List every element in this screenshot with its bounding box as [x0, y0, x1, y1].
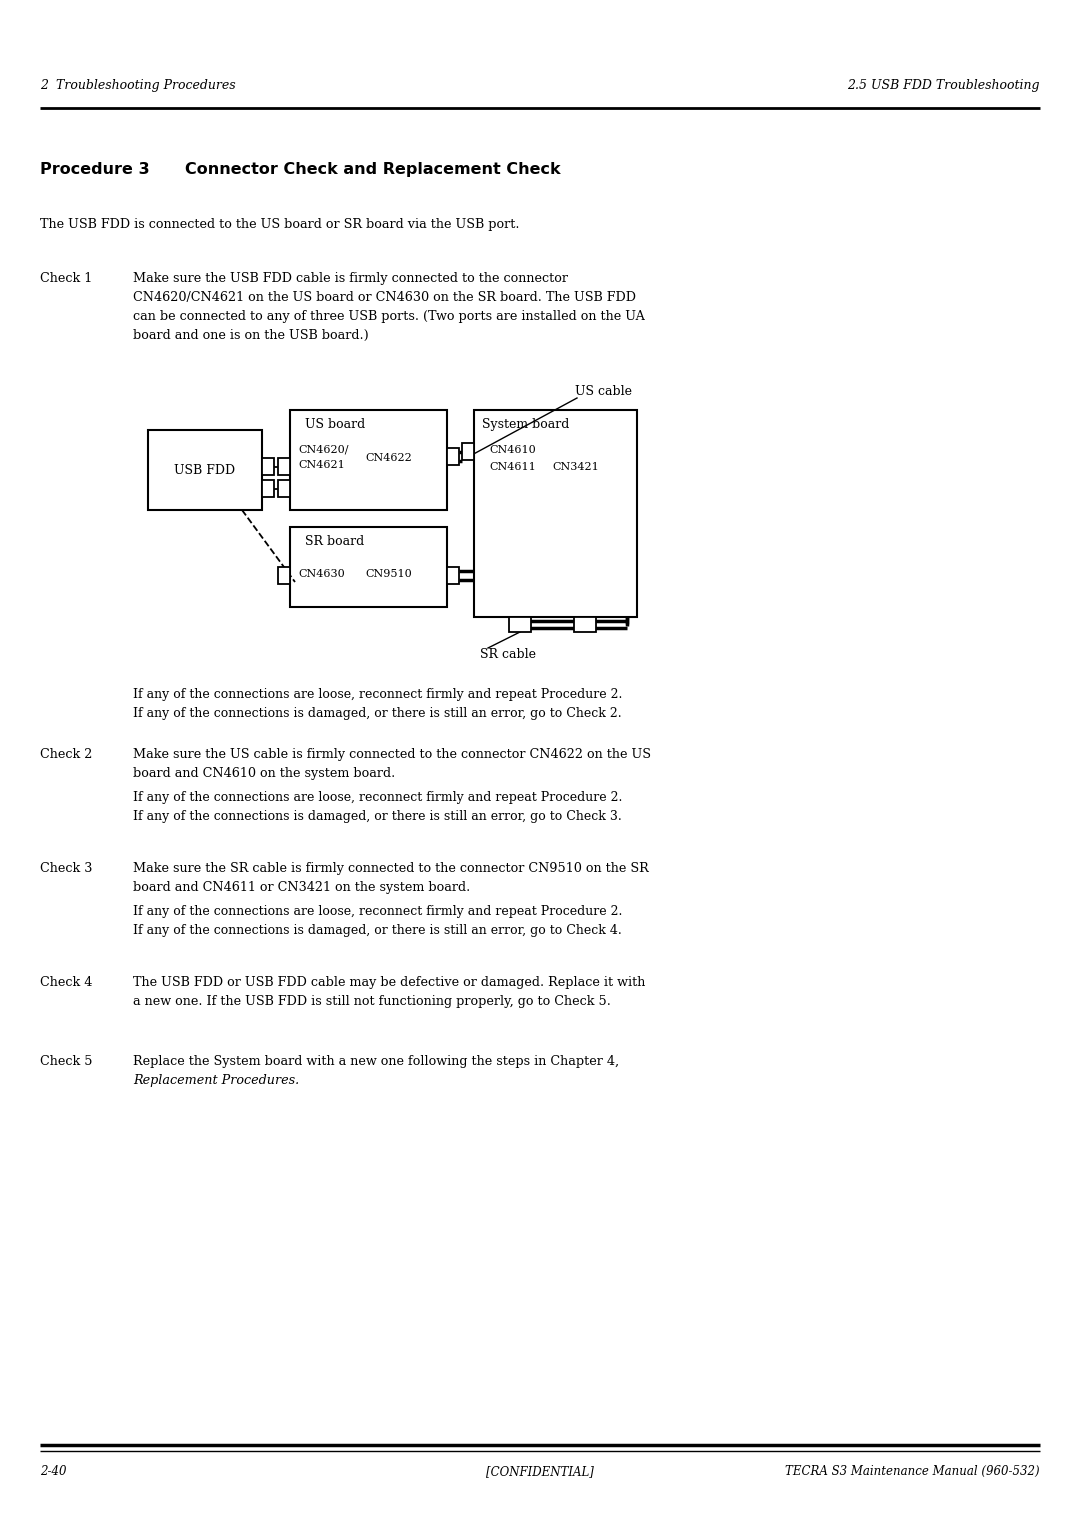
- Text: The USB FDD or USB FDD cable may be defective or damaged. Replace it with: The USB FDD or USB FDD cable may be defe…: [133, 976, 646, 989]
- Text: board and one is on the USB board.): board and one is on the USB board.): [133, 329, 368, 342]
- Text: 2  Troubleshooting Procedures: 2 Troubleshooting Procedures: [40, 79, 235, 92]
- Text: CN4630: CN4630: [298, 568, 345, 579]
- Text: Check 2: Check 2: [40, 749, 93, 761]
- Text: US cable: US cable: [575, 385, 632, 397]
- Text: Make sure the US cable is firmly connected to the connector CN4622 on the US: Make sure the US cable is firmly connect…: [133, 749, 651, 761]
- Text: System board: System board: [482, 419, 569, 431]
- Bar: [278, 480, 291, 497]
- Text: TECRA S3 Maintenance Manual (960-532): TECRA S3 Maintenance Manual (960-532): [785, 1465, 1040, 1478]
- Text: CN4620/: CN4620/: [298, 445, 349, 455]
- Text: CN4622: CN4622: [365, 452, 411, 463]
- Text: If any of the connections is damaged, or there is still an error, go to Check 2.: If any of the connections is damaged, or…: [133, 707, 622, 720]
- Bar: [148, 429, 262, 510]
- Text: Replacement Procedures.: Replacement Procedures.: [133, 1074, 299, 1086]
- Text: Replace the System board with a new one following the steps in Chapter 4,: Replace the System board with a new one …: [133, 1054, 619, 1068]
- Text: CN4621: CN4621: [298, 460, 345, 471]
- Text: board and CN4610 on the system board.: board and CN4610 on the system board.: [133, 767, 395, 779]
- Text: CN3421: CN3421: [552, 461, 598, 472]
- Bar: [573, 617, 596, 633]
- Text: CN9510: CN9510: [365, 568, 411, 579]
- Text: CN4611: CN4611: [489, 461, 536, 472]
- Bar: [262, 458, 274, 475]
- Text: US board: US board: [305, 419, 365, 431]
- Text: CN4620/CN4621 on the US board or CN4630 on the SR board. The USB FDD: CN4620/CN4621 on the US board or CN4630 …: [133, 290, 636, 304]
- Text: If any of the connections is damaged, or there is still an error, go to Check 3.: If any of the connections is damaged, or…: [133, 810, 622, 824]
- Text: Procedure 3: Procedure 3: [40, 162, 150, 177]
- Text: Check 4: Check 4: [40, 976, 93, 989]
- Bar: [447, 567, 459, 584]
- Text: 2.5 USB FDD Troubleshooting: 2.5 USB FDD Troubleshooting: [848, 79, 1040, 92]
- Text: If any of the connections are loose, reconnect firmly and repeat Procedure 2.: If any of the connections are loose, rec…: [133, 905, 622, 918]
- Text: board and CN4611 or CN3421 on the system board.: board and CN4611 or CN3421 on the system…: [133, 882, 470, 894]
- Text: The USB FDD is connected to the US board or SR board via the USB port.: The USB FDD is connected to the US board…: [40, 219, 519, 231]
- Bar: [278, 458, 291, 475]
- Text: Check 3: Check 3: [40, 862, 93, 876]
- Bar: [447, 448, 459, 465]
- Bar: [262, 480, 274, 497]
- Bar: [474, 410, 637, 617]
- Text: If any of the connections are loose, reconnect firmly and repeat Procedure 2.: If any of the connections are loose, rec…: [133, 792, 622, 804]
- Text: Check 5: Check 5: [40, 1054, 93, 1068]
- Bar: [278, 567, 291, 584]
- Text: 2-40: 2-40: [40, 1465, 67, 1478]
- Text: Make sure the SR cable is firmly connected to the connector CN9510 on the SR: Make sure the SR cable is firmly connect…: [133, 862, 649, 876]
- Text: Connector Check and Replacement Check: Connector Check and Replacement Check: [185, 162, 561, 177]
- Text: SR cable: SR cable: [480, 648, 536, 662]
- Text: If any of the connections are loose, reconnect firmly and repeat Procedure 2.: If any of the connections are loose, rec…: [133, 688, 622, 701]
- Text: can be connected to any of three USB ports. (Two ports are installed on the UA: can be connected to any of three USB por…: [133, 310, 645, 322]
- Text: If any of the connections is damaged, or there is still an error, go to Check 4.: If any of the connections is damaged, or…: [133, 924, 622, 937]
- Bar: [291, 410, 447, 510]
- Bar: [509, 617, 531, 633]
- Text: USB FDD: USB FDD: [175, 463, 235, 477]
- Text: SR board: SR board: [306, 535, 365, 549]
- Text: Check 1: Check 1: [40, 272, 92, 286]
- Text: Make sure the USB FDD cable is firmly connected to the connector: Make sure the USB FDD cable is firmly co…: [133, 272, 568, 286]
- Text: a new one. If the USB FDD is still not functioning properly, go to Check 5.: a new one. If the USB FDD is still not f…: [133, 995, 611, 1008]
- Bar: [291, 527, 447, 607]
- Text: [CONFIDENTIAL]: [CONFIDENTIAL]: [486, 1465, 594, 1478]
- Text: CN4610: CN4610: [489, 445, 536, 455]
- Bar: [462, 443, 474, 460]
